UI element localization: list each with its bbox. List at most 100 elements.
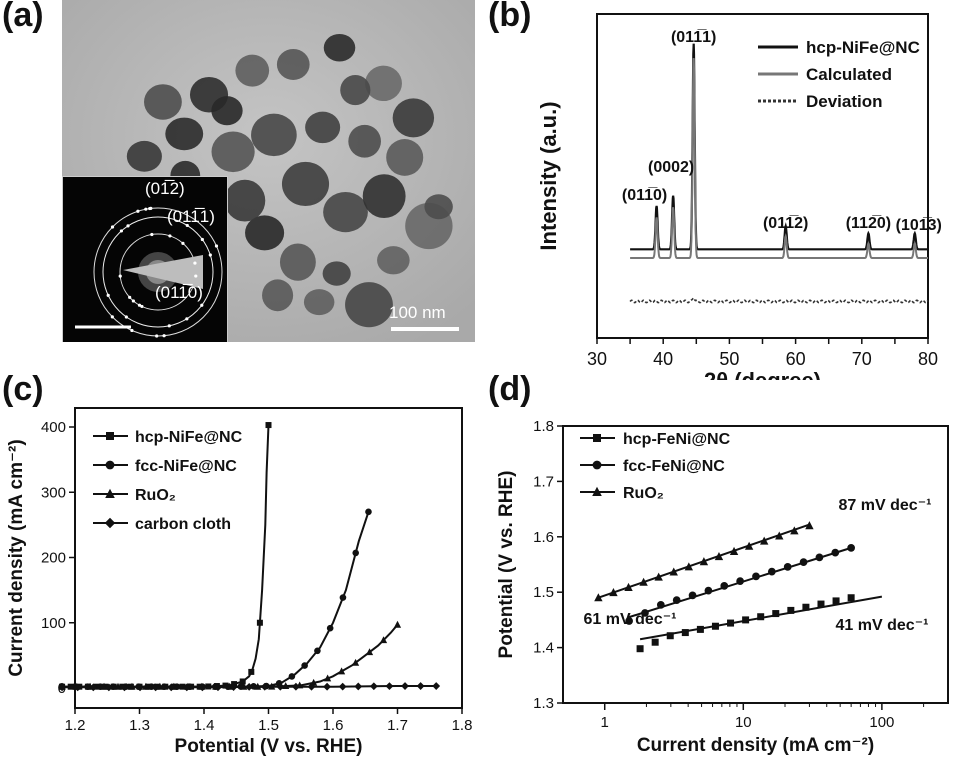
y-axis-label: Current density (mA cm⁻²) xyxy=(6,439,27,676)
diamond-marker xyxy=(260,682,269,691)
peak-label: (011̅0) xyxy=(622,186,667,204)
square-marker xyxy=(265,422,272,429)
xrd-chart: 30 40 50 60 70 80 2θ (degree) Intensity (a.u.) (… xyxy=(536,13,942,380)
diamond-marker xyxy=(416,682,425,690)
nanoparticle xyxy=(245,215,285,251)
triangle-marker xyxy=(105,488,115,498)
circle-marker xyxy=(339,594,347,601)
diamond-marker xyxy=(214,683,222,692)
circle-marker xyxy=(736,577,744,585)
nanoparticle xyxy=(305,111,341,144)
legend-marker xyxy=(104,517,116,529)
diamond-marker xyxy=(151,683,160,692)
inset-label-0111: (011̅1) xyxy=(167,207,215,226)
square-marker xyxy=(802,603,810,611)
nanoparticle xyxy=(211,131,255,173)
square-marker xyxy=(696,625,704,633)
tafel-series-markers xyxy=(594,521,814,602)
circle-marker xyxy=(815,553,824,562)
triangle-marker xyxy=(609,588,618,597)
diffraction-spot xyxy=(162,334,166,338)
tafel-series-markers xyxy=(636,594,855,653)
square-marker xyxy=(248,668,255,675)
nanoparticle xyxy=(224,179,266,222)
diamond-marker xyxy=(89,683,98,692)
diffraction-spot xyxy=(181,241,185,245)
x-axis-label: Current density (mA cm⁻²) xyxy=(637,735,874,756)
circle-marker xyxy=(799,558,808,566)
diamond-marker xyxy=(182,683,191,692)
y-tick-label: 1.5 xyxy=(533,584,554,601)
diamond-marker xyxy=(104,517,116,529)
x-tick-label: 1.4 xyxy=(194,717,215,734)
x-tick-label: 1 xyxy=(601,714,609,731)
lsv-series-markers xyxy=(58,620,402,690)
triangle-marker xyxy=(759,536,769,545)
panel-label-b: (b) xyxy=(488,0,532,34)
x-tick-label: 40 xyxy=(653,349,673,369)
triangle-marker xyxy=(351,658,360,666)
y-tick-label: 1.6 xyxy=(533,529,554,546)
square-marker xyxy=(239,678,246,685)
legend-marker xyxy=(105,488,115,498)
square-marker xyxy=(681,629,689,637)
peak-label: (101̅3) xyxy=(896,216,942,234)
scale-bar xyxy=(391,327,459,331)
panel-label-d: (d) xyxy=(488,370,532,408)
lsv-series-markers xyxy=(58,508,372,690)
tem-particles xyxy=(62,0,475,342)
square-marker xyxy=(256,619,263,626)
triangle-marker xyxy=(790,526,799,535)
lsv-series-line xyxy=(62,511,370,688)
square-marker xyxy=(106,432,114,440)
nanoparticle xyxy=(362,174,406,219)
diamond-marker xyxy=(245,682,254,691)
diamond-marker xyxy=(432,682,441,690)
diffraction-spot xyxy=(150,232,154,237)
diffraction-spot xyxy=(193,261,197,265)
tafel-slope-annotation: 87 mV dec⁻¹ xyxy=(839,497,932,514)
legend-label: Deviation xyxy=(806,92,883,111)
tem-image: (01̅2) (011̅1) (011̅0) 100 nm xyxy=(62,0,475,342)
legend-marker xyxy=(592,486,602,496)
lsv-series-markers xyxy=(58,682,441,692)
square-marker xyxy=(772,610,780,618)
lsv-chart: 1.21.31.41.51.61.71.80100200300400Potent… xyxy=(6,407,472,757)
legend-label: hcp-FeNi@NC xyxy=(623,431,731,448)
diamond-marker xyxy=(104,683,113,692)
legend-label: RuO₂ xyxy=(135,487,176,504)
triangle-marker xyxy=(639,577,648,586)
x-tick-label: 70 xyxy=(852,349,872,369)
xrd-series-line xyxy=(630,43,928,251)
x-tick-label: 1.6 xyxy=(323,717,344,734)
diamond-marker xyxy=(198,683,207,692)
y-tick-label: 1.3 xyxy=(533,695,554,712)
triangle-marker xyxy=(744,541,754,550)
y-tick-label: 100 xyxy=(41,615,66,632)
legend-marker xyxy=(592,460,602,470)
diffraction-spot xyxy=(148,206,152,211)
nanoparticle xyxy=(386,139,424,176)
circle-marker xyxy=(831,548,840,557)
nanoparticle xyxy=(211,96,243,126)
plot-frame xyxy=(596,13,929,339)
diamond-marker xyxy=(73,683,82,692)
y-tick-label: 1.7 xyxy=(533,473,554,490)
y-tick-label: 400 xyxy=(41,419,66,436)
square-marker xyxy=(666,632,674,640)
y-tick-label: 1.4 xyxy=(533,640,554,657)
x-tick-label: 1.2 xyxy=(65,717,86,734)
y-axis-label: Potential (V vs. RHE) xyxy=(496,471,517,659)
x-tick-label: 10 xyxy=(735,714,752,731)
square-marker xyxy=(787,606,795,614)
diffraction-spot xyxy=(124,315,128,319)
triangle-marker xyxy=(669,567,678,576)
diffraction-spot xyxy=(194,274,198,278)
triangle-marker xyxy=(365,648,374,656)
saed-inset: (01̅2) (011̅1) (011̅0) xyxy=(62,176,228,342)
circle-marker xyxy=(326,624,334,632)
tafel-series-markers xyxy=(625,544,855,625)
circle-marker xyxy=(352,549,360,557)
triangle-marker xyxy=(393,620,402,628)
diffraction-spot xyxy=(137,303,142,307)
